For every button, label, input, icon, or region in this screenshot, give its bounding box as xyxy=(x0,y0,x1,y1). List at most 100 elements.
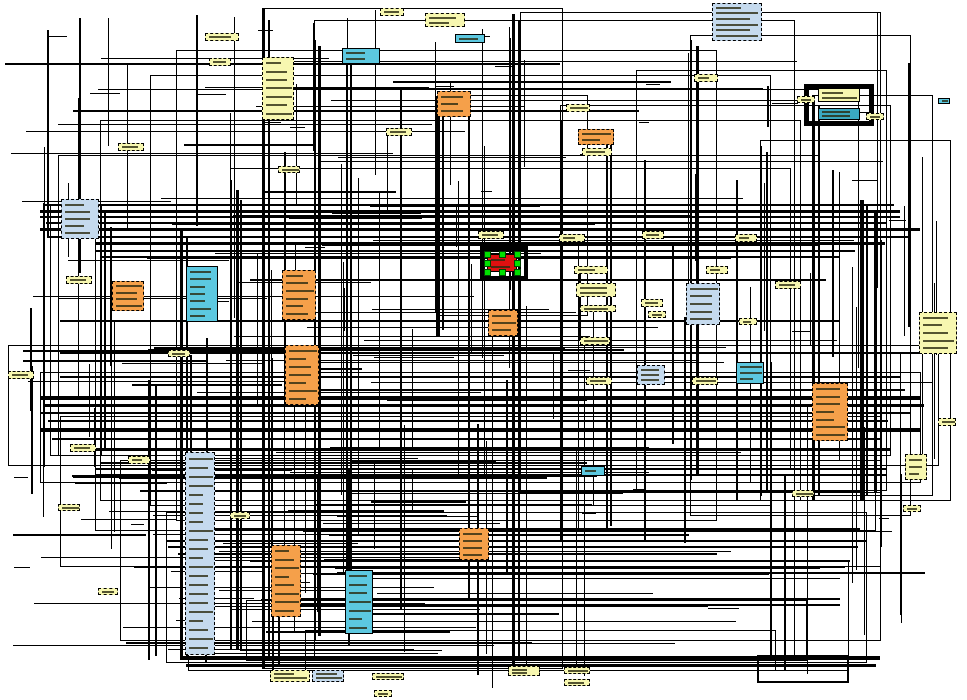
chip-center-j[interactable] xyxy=(739,318,757,325)
stub-16[interactable] xyxy=(262,122,281,123)
signal-h-67[interactable] xyxy=(41,557,480,558)
box-edge-right-3[interactable] xyxy=(770,75,771,506)
signal-v-29[interactable] xyxy=(271,270,272,597)
signal-v-90[interactable] xyxy=(313,23,314,151)
signal-h-97[interactable] xyxy=(126,642,532,644)
box-edge-bottom-3[interactable] xyxy=(150,505,770,506)
chip-top-right-cyan[interactable] xyxy=(455,34,485,43)
signal-v-101[interactable] xyxy=(858,85,859,368)
signal-h-15[interactable] xyxy=(147,258,731,259)
chip-right-a[interactable] xyxy=(938,418,956,426)
bus-v-24[interactable] xyxy=(866,206,868,496)
bus-v-22[interactable] xyxy=(818,106,820,496)
bus-h-20[interactable] xyxy=(200,528,860,530)
signal-h-48[interactable] xyxy=(153,534,343,535)
signal-h-133[interactable] xyxy=(374,357,454,358)
signal-v-104[interactable] xyxy=(284,227,285,577)
signal-v-94[interactable] xyxy=(880,449,882,547)
block-lower-center-cyan[interactable] xyxy=(736,362,764,384)
bus-h-13[interactable] xyxy=(166,540,866,542)
bus-v-16[interactable] xyxy=(610,136,612,526)
signal-v-37[interactable] xyxy=(358,178,359,535)
subsystem-lower-center-light-blue[interactable] xyxy=(637,365,665,385)
signal-h-32[interactable] xyxy=(168,649,414,650)
signal-h-79[interactable] xyxy=(223,543,358,544)
stub-24[interactable] xyxy=(708,608,739,609)
signal-h-68[interactable] xyxy=(350,461,496,462)
dense-stack-top-right[interactable] xyxy=(712,3,762,41)
signal-h-132[interactable] xyxy=(73,110,639,112)
signal-v-0[interactable] xyxy=(506,380,508,575)
signal-h-41[interactable] xyxy=(292,61,797,62)
signal-h-73[interactable] xyxy=(75,483,167,484)
signal-v-6[interactable] xyxy=(636,110,637,431)
signal-v-81[interactable] xyxy=(412,470,413,513)
block-orange-center-lower[interactable] xyxy=(285,345,319,405)
signal-h-29[interactable] xyxy=(357,613,559,615)
block-bottom-mid-orange[interactable] xyxy=(459,528,489,560)
box-edge-right-22[interactable] xyxy=(806,600,807,661)
chip-top-left-b[interactable] xyxy=(209,58,231,66)
signal-v-43[interactable] xyxy=(450,81,451,185)
signal-v-19[interactable] xyxy=(181,453,182,533)
signal-h-134[interactable] xyxy=(211,458,418,459)
block-orange-center-upper[interactable] xyxy=(282,270,316,320)
signal-v-25[interactable] xyxy=(832,170,834,357)
box-edge-left-3[interactable] xyxy=(150,75,151,505)
bus-v-35[interactable] xyxy=(155,386,157,656)
box-edge-top-18[interactable] xyxy=(60,416,880,417)
selection-handle-8[interactable] xyxy=(514,269,521,276)
signal-h-43[interactable] xyxy=(373,240,854,241)
signal-v-80[interactable] xyxy=(114,321,115,532)
signal-h-33[interactable] xyxy=(288,243,785,244)
signal-h-92[interactable] xyxy=(189,653,438,654)
signal-h-126[interactable] xyxy=(289,217,422,219)
signal-h-113[interactable] xyxy=(370,205,540,207)
signal-v-93[interactable] xyxy=(196,15,198,226)
signal-h-1[interactable] xyxy=(28,381,317,382)
box-edge-bottom-8[interactable] xyxy=(262,668,562,669)
box-edge-left-0[interactable] xyxy=(50,205,51,455)
box-edge-left-22[interactable] xyxy=(246,600,247,660)
signal-v-74[interactable] xyxy=(471,264,472,353)
box-edge-right-13[interactable] xyxy=(886,70,887,491)
signal-v-52[interactable] xyxy=(526,306,527,669)
signal-v-40[interactable] xyxy=(877,13,878,288)
box-edge-right-20[interactable] xyxy=(866,512,867,663)
bus-h-12[interactable] xyxy=(90,448,890,451)
bus-h-10[interactable] xyxy=(40,428,920,432)
signal-h-88[interactable] xyxy=(179,598,254,599)
signal-h-44[interactable] xyxy=(276,452,741,453)
bottom-bar-light-blue[interactable] xyxy=(312,670,344,682)
signal-v-63[interactable] xyxy=(272,358,273,596)
signal-v-61[interactable] xyxy=(264,404,265,635)
stub-31[interactable] xyxy=(163,643,171,644)
signal-v-68[interactable] xyxy=(294,348,295,633)
box-edge-right-4[interactable] xyxy=(938,345,939,466)
stub-2[interactable] xyxy=(327,566,354,567)
box-edge-right-21[interactable] xyxy=(848,560,849,671)
bottom-chip-right-b[interactable] xyxy=(564,679,590,686)
stub-36[interactable] xyxy=(857,161,883,162)
chip-bottom-a[interactable] xyxy=(792,490,814,497)
bottom-chip-under[interactable] xyxy=(374,690,392,697)
signal-v-49[interactable] xyxy=(688,53,689,290)
signal-h-75[interactable] xyxy=(338,157,566,158)
signal-v-100[interactable] xyxy=(908,63,910,327)
bus-h-6[interactable] xyxy=(40,396,920,400)
stub-38[interactable] xyxy=(131,524,144,525)
signal-v-5[interactable] xyxy=(482,29,483,358)
signal-h-130[interactable] xyxy=(123,627,476,628)
box-edge-right-14[interactable] xyxy=(910,35,911,516)
selection-handle-5[interactable] xyxy=(514,260,521,267)
signal-v-53[interactable] xyxy=(576,447,577,672)
signal-h-6[interactable] xyxy=(322,244,818,246)
chip-left-lower-c[interactable] xyxy=(128,456,150,464)
stub-37[interactable] xyxy=(646,84,660,85)
bus-v-10[interactable] xyxy=(240,200,242,650)
box-edge-bottom-6[interactable] xyxy=(176,520,716,521)
box-edge-top-12[interactable] xyxy=(560,105,890,106)
bus-v-17[interactable] xyxy=(690,40,692,480)
bus-h-16[interactable] xyxy=(186,664,876,667)
signal-h-47[interactable] xyxy=(184,144,315,146)
